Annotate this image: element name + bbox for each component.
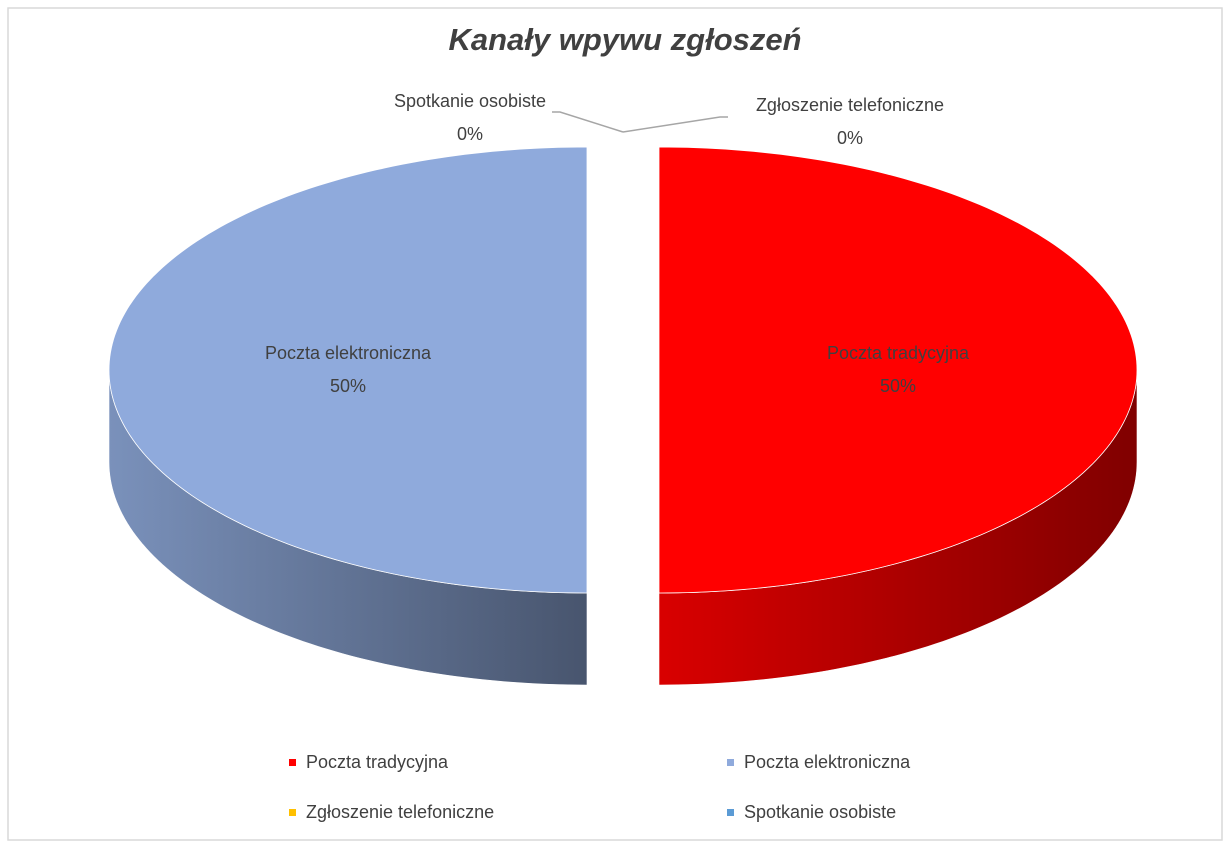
slice [658, 146, 1138, 594]
chart-title: Kanały wpywu zgłoszeń [448, 22, 801, 57]
data-label: Poczta elektroniczna 50% [265, 343, 432, 396]
legend-swatch [727, 809, 734, 816]
data-label-value: 50% [880, 376, 916, 396]
legend-label: Poczta tradycyjna [306, 752, 449, 772]
leader-line [552, 111, 624, 133]
legend-label: Poczta elektroniczna [744, 752, 911, 772]
data-label-value: 0% [837, 128, 863, 148]
legend-swatch [289, 759, 296, 766]
data-label: Poczta tradycyjna 50% [827, 343, 970, 396]
data-label-value: 0% [457, 124, 483, 144]
legend-swatch [727, 759, 734, 766]
legend-swatch [289, 809, 296, 816]
data-label-category: Zgłoszenie telefoniczne [756, 95, 944, 115]
data-label-category: Poczta elektroniczna [265, 343, 432, 363]
legend-label: Zgłoszenie telefoniczne [306, 802, 494, 822]
leader-line [622, 116, 728, 133]
data-label-category: Spotkanie osobiste [394, 91, 546, 111]
data-label: Spotkanie osobiste 0% [394, 91, 546, 144]
data-label-value: 50% [330, 376, 366, 396]
legend-label: Spotkanie osobiste [744, 802, 896, 822]
slice [108, 146, 588, 594]
data-label: Zgłoszenie telefoniczne 0% [756, 95, 944, 148]
data-label-category: Poczta tradycyjna [827, 343, 970, 363]
